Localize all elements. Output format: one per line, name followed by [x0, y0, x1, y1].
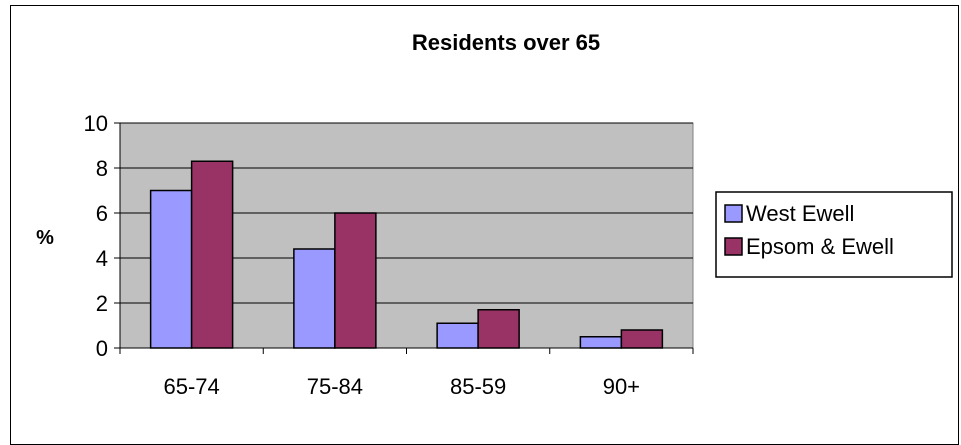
legend-label: Epsom & Ewell — [746, 234, 894, 259]
bar — [334, 212, 377, 349]
x-tick-label: 85-59 — [450, 374, 506, 399]
y-tick-label: 2 — [96, 291, 108, 316]
x-tick-label: 90+ — [603, 374, 640, 399]
bar — [477, 309, 520, 349]
legend-swatch — [724, 237, 743, 256]
y-axis-label: % — [36, 227, 54, 249]
x-tick-label: 75-84 — [307, 374, 363, 399]
plot-area: 0 2 4 6 8 10 65-74 75-84 85-59 90+ — [84, 111, 694, 399]
legend: West Ewell Epsom & Ewell — [715, 191, 953, 278]
bar — [149, 189, 193, 349]
y-tick-label: 4 — [96, 246, 108, 271]
bar — [579, 336, 623, 349]
bar-chart: Residents over 65 % 0 2 4 6 8 10 65-74 75-84 85-… — [36, 30, 953, 399]
legend-swatch — [724, 204, 743, 223]
legend-label: West Ewell — [746, 201, 854, 226]
chart-title: Residents over 65 — [412, 30, 600, 55]
bar — [293, 248, 336, 349]
bar — [190, 160, 234, 349]
y-tick-label: 8 — [96, 156, 108, 181]
x-tick-label: 65-74 — [163, 374, 219, 399]
bar — [436, 322, 479, 349]
legend-box — [715, 191, 953, 278]
y-tick-label: 6 — [96, 201, 108, 226]
y-tick-label: 0 — [96, 336, 108, 361]
y-tick-label: 10 — [84, 111, 108, 136]
bar — [620, 329, 664, 349]
